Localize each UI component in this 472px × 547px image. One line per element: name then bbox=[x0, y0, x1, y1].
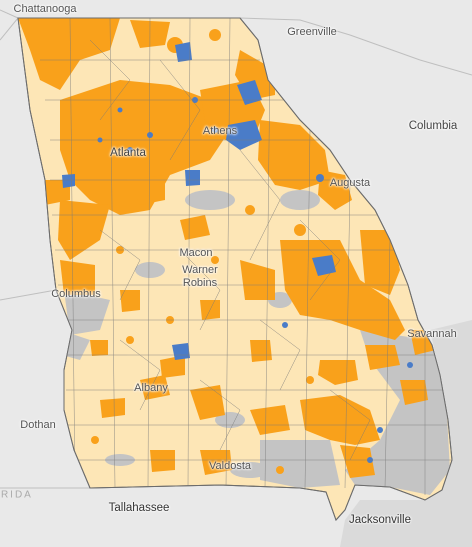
georgia-outline bbox=[17, 17, 453, 521]
city-label-athens: Athens bbox=[202, 125, 238, 137]
city-label-macon: Macon bbox=[179, 247, 213, 259]
city-label-dothan: Dothan bbox=[20, 419, 56, 431]
city-label-warner: Warner bbox=[182, 264, 218, 276]
city-label-augusta: Augusta bbox=[329, 177, 371, 189]
city-label-robins: Robins bbox=[182, 277, 218, 289]
ocean bbox=[340, 320, 472, 547]
blue-regions bbox=[62, 37, 413, 463]
city-label-valdosta: Valdosta bbox=[209, 460, 251, 472]
city-label-greenville: Greenville bbox=[287, 26, 337, 38]
city-label-chattanooga: Chattanooga bbox=[13, 3, 77, 15]
city-label-tallahassee: Tallahassee bbox=[108, 502, 170, 514]
county-lines bbox=[40, 18, 452, 495]
city-label-savannah: Savannah bbox=[407, 328, 457, 340]
neighbor-borders bbox=[0, 9, 472, 489]
city-label-columbus: Columbus bbox=[51, 288, 101, 300]
city-label-jacksonville: Jacksonville bbox=[349, 514, 411, 526]
city-label-albany: Albany bbox=[134, 382, 168, 394]
state-label-florida: ORIDA bbox=[0, 489, 33, 501]
city-label-columbia: Columbia bbox=[408, 120, 458, 132]
city-label-atlanta: Atlanta bbox=[110, 147, 146, 159]
